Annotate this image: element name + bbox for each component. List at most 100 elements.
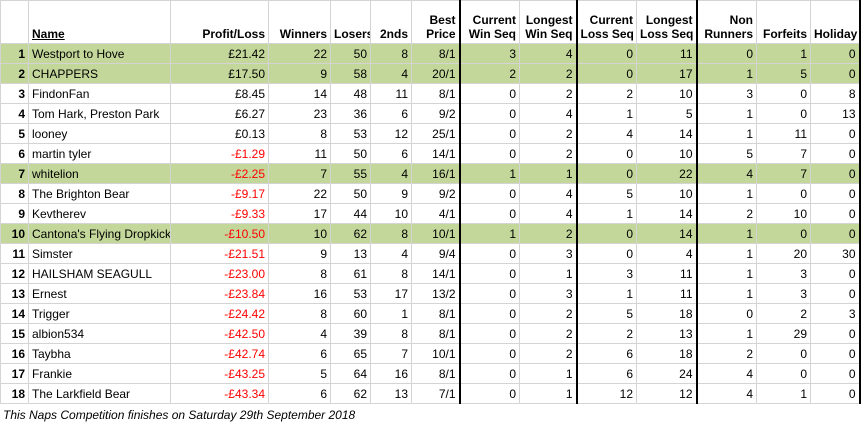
- table-cell: 53: [330, 123, 371, 144]
- table-cell: 3: [519, 283, 578, 304]
- table-cell: 3: [519, 243, 578, 264]
- table-cell: 3: [756, 263, 811, 284]
- table-cell: 9: [370, 183, 412, 204]
- header-cell: Winners: [268, 0, 331, 44]
- table-cell: 0: [696, 303, 757, 324]
- table-cell: Ernest: [28, 283, 171, 304]
- table-cell: 10: [756, 203, 811, 224]
- table-cell: 1: [696, 263, 757, 284]
- table-cell: 0: [576, 43, 637, 64]
- table-cell: 11: [0, 243, 29, 264]
- header-cell: Best Price: [411, 0, 461, 44]
- table-cell: 16: [370, 363, 412, 384]
- table-cell: 0: [810, 63, 861, 84]
- table-cell: Simster: [28, 243, 171, 264]
- table-cell: looney: [28, 123, 171, 144]
- table-cell: 17: [0, 363, 29, 384]
- table-cell: 22: [636, 163, 698, 184]
- table-cell: 5: [0, 123, 29, 144]
- table-cell: 17: [370, 283, 412, 304]
- table-cell: 0: [459, 103, 520, 124]
- table-cell: 3: [0, 83, 29, 104]
- table-cell: -£24.42: [170, 303, 269, 324]
- table-cell: 11: [370, 83, 412, 104]
- table-cell: 50: [330, 183, 371, 204]
- table-cell: 0: [459, 383, 520, 404]
- table-cell: 1: [696, 63, 757, 84]
- table-cell: 7: [370, 343, 412, 364]
- table-cell: 20/1: [411, 63, 461, 84]
- table-cell: Trigger: [28, 303, 171, 324]
- table-cell: 0: [756, 83, 811, 104]
- table-cell: 4: [519, 203, 578, 224]
- table-cell: 12: [576, 383, 637, 404]
- header-text: Holiday: [814, 27, 858, 41]
- table-cell: 12: [636, 383, 698, 404]
- table-cell: 6: [268, 343, 331, 364]
- table-cell: 16: [268, 283, 331, 304]
- header-text: Current: [472, 13, 516, 27]
- table-cell: 2: [519, 83, 578, 104]
- table-cell: 16: [0, 343, 29, 364]
- table-row: 11 Simster -£21.51 9 13 4 9/4 0 3 0 4 1 20 30: [0, 243, 861, 264]
- table-cell: -£2.25: [170, 163, 269, 184]
- standings-table: Name Profit/Loss Winners Losers 2nds Best Pric…: [0, 0, 861, 404]
- table-cell: FindonFan: [28, 83, 171, 104]
- table-cell: 5: [576, 183, 637, 204]
- table-cell: 3: [459, 43, 520, 64]
- table-cell: 22: [268, 183, 331, 204]
- table-cell: 13: [0, 283, 29, 304]
- table-cell: 2: [519, 63, 578, 84]
- table-cell: 18: [636, 343, 698, 364]
- table-cell: 7: [0, 163, 29, 184]
- table-cell: 7: [756, 163, 811, 184]
- table-cell: HAILSHAM SEAGULL: [28, 263, 171, 284]
- table-cell: 4: [0, 103, 29, 124]
- table-cell: 1: [576, 283, 637, 304]
- table-cell: 0: [459, 363, 520, 384]
- table-cell: £17.50: [170, 63, 269, 84]
- table-cell: 65: [330, 343, 371, 364]
- header-cell: Non Runners: [696, 0, 757, 44]
- table-cell: 58: [330, 63, 371, 84]
- table-cell: 0: [459, 83, 520, 104]
- table-cell: 5: [696, 143, 757, 164]
- table-cell: 23: [268, 103, 331, 124]
- header-cell: Holiday: [810, 0, 861, 44]
- table-cell: 17: [268, 203, 331, 224]
- table-cell: albion534: [28, 323, 171, 344]
- header-text: Winners: [279, 27, 327, 41]
- table-cell: -£43.34: [170, 383, 269, 404]
- table-cell: 17: [636, 63, 698, 84]
- table-cell: 3: [756, 283, 811, 304]
- header-cell: Name: [28, 0, 171, 44]
- table-cell: 11: [636, 43, 698, 64]
- table-cell: 0: [810, 383, 861, 404]
- table-cell: 0: [810, 323, 861, 344]
- table-cell: 9/2: [411, 183, 461, 204]
- table-cell: 0: [810, 143, 861, 164]
- table-cell: 14: [636, 123, 698, 144]
- table-cell: 13: [330, 243, 371, 264]
- header-text: Longest: [645, 13, 693, 27]
- table-cell: 2: [519, 303, 578, 324]
- table-cell: 36: [330, 103, 371, 124]
- table-cell: 9: [268, 63, 331, 84]
- table-cell: -£9.33: [170, 203, 269, 224]
- table-cell: £21.42: [170, 43, 269, 64]
- table-cell: 9/2: [411, 103, 461, 124]
- table-cell: 11: [268, 143, 331, 164]
- table-cell: 53: [330, 283, 371, 304]
- table-cell: £0.13: [170, 123, 269, 144]
- table-cell: 4: [636, 243, 698, 264]
- table-cell: £8.45: [170, 83, 269, 104]
- table-cell: 9: [0, 203, 29, 224]
- table-cell: 1: [519, 163, 578, 184]
- table-row: 4 Tom Hark, Preston Park £6.27 23 36 6 9/2 0 4 1 5…: [0, 103, 861, 124]
- table-cell: 2: [519, 323, 578, 344]
- table-cell: 5: [636, 103, 698, 124]
- table-cell: 6: [268, 383, 331, 404]
- table-cell: 29: [756, 323, 811, 344]
- header-text: Current: [589, 13, 633, 27]
